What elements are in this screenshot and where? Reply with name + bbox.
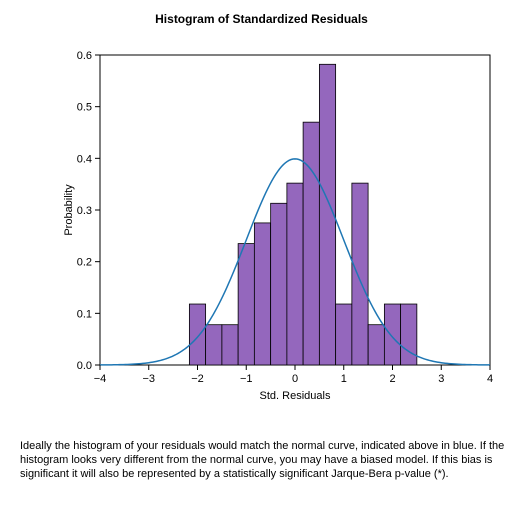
x-tick-label: 4 <box>487 373 493 385</box>
histogram-bar <box>271 203 287 365</box>
y-tick-label: 0.5 <box>77 102 92 114</box>
x-tick-label: −2 <box>191 373 204 385</box>
histogram-bar <box>254 223 270 365</box>
histogram-bar <box>206 325 222 365</box>
y-tick-label: 0.4 <box>77 153 92 165</box>
histogram-bar <box>287 183 303 365</box>
chart-area: −4 −3 −2 −1 0 1 2 3 4 0.0 0.1 0.2 0.3 0.4 0.5 0.6 Std. R… <box>60 45 500 405</box>
y-tick-label: 0.6 <box>77 50 92 62</box>
y-axis-label: Probability <box>63 184 75 236</box>
x-tick-label: 3 <box>438 373 444 385</box>
x-tick-label: −1 <box>240 373 253 385</box>
chart-container: Histogram of Standardized Residuals −4 −3… <box>0 0 523 505</box>
x-tick-label: −4 <box>94 373 107 385</box>
histogram-bar <box>238 244 254 365</box>
chart-title: Histogram of Standardized Residuals <box>0 0 523 26</box>
histogram-bar <box>222 325 238 365</box>
histogram-bar <box>384 304 400 365</box>
y-tick-label: 0.1 <box>77 308 92 320</box>
chart-svg: −4 −3 −2 −1 0 1 2 3 4 0.0 0.1 0.2 0.3 0.4 0.5 0.6 Std. R… <box>60 45 500 405</box>
y-tick-label: 0.3 <box>77 205 92 217</box>
caption-text: Ideally the histogram of your residuals … <box>20 440 510 481</box>
x-tick-label: 0 <box>292 373 298 385</box>
histogram-bar <box>189 304 205 365</box>
x-tick-label: 2 <box>389 373 395 385</box>
x-axis-label: Std. Residuals <box>260 390 331 402</box>
y-tick-label: 0.2 <box>77 257 92 269</box>
histogram-bar <box>368 325 384 365</box>
x-tick-label: 1 <box>341 373 347 385</box>
x-tick-label: −3 <box>142 373 155 385</box>
histogram-bar <box>352 183 368 365</box>
histogram-bar <box>303 122 319 365</box>
histogram-bar <box>336 304 352 365</box>
y-tick-label: 0.0 <box>77 360 92 372</box>
histogram-bar <box>401 304 417 365</box>
